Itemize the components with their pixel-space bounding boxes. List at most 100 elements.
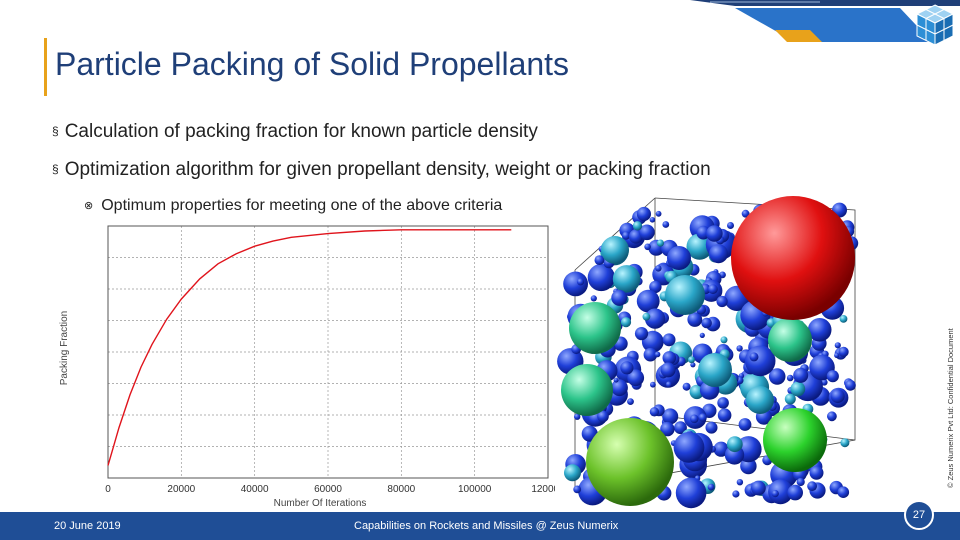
particle-small xyxy=(834,342,841,349)
x-tick-label: 80000 xyxy=(387,484,415,495)
footer-title: Capabilities on Rockets and Missiles @ Z… xyxy=(354,520,619,532)
particle-small xyxy=(720,336,728,344)
x-tick-labels: 0 20000 40000 60000 80000 100000 120000 xyxy=(105,484,555,495)
particle-small xyxy=(675,477,707,509)
sub-bullet: ⊗ Optimum properties for meeting one of t… xyxy=(84,197,502,215)
particle-small xyxy=(826,370,839,383)
particle-small xyxy=(644,243,651,251)
particle-small xyxy=(611,289,628,306)
particle-mint xyxy=(569,302,621,354)
particle-small xyxy=(717,408,732,422)
bullet-2: § Optimization algorithm for given propel… xyxy=(52,159,711,181)
particle-small xyxy=(706,225,723,242)
particle-small xyxy=(736,479,744,486)
particle-small xyxy=(662,333,676,347)
particle-mint xyxy=(768,318,812,362)
confidential-notice: © Zeus Numerix Pvt Ltd: Confidential Doc… xyxy=(946,328,955,488)
particle-small xyxy=(665,381,672,388)
particle-small xyxy=(790,381,806,397)
particle-small xyxy=(632,221,643,231)
particle-small xyxy=(660,362,676,378)
x-tick-label: 120000 xyxy=(531,484,555,495)
particle-small xyxy=(612,265,641,293)
particle-small xyxy=(673,432,705,463)
particle-small xyxy=(738,418,752,431)
particle-small xyxy=(741,209,750,218)
particle-small xyxy=(716,295,728,308)
x-tick-label: 40000 xyxy=(241,484,269,495)
plot-frame xyxy=(107,225,549,479)
header-stripe-blue xyxy=(735,8,932,42)
particle-small xyxy=(627,369,645,387)
particle-small xyxy=(793,367,809,383)
particle-small xyxy=(660,421,675,437)
particle-small xyxy=(699,332,705,338)
particle-small xyxy=(707,483,715,491)
x-tick-label: 60000 xyxy=(314,484,342,495)
bullet-1-text: Calculation of packing fraction for know… xyxy=(64,121,538,142)
particle-small xyxy=(726,436,743,453)
particle-small xyxy=(563,271,588,297)
particle-small xyxy=(839,315,848,323)
particle-small xyxy=(674,421,687,435)
particle-small xyxy=(705,421,718,434)
particle-small xyxy=(690,362,696,368)
particle-small xyxy=(576,278,585,286)
particle-small xyxy=(727,222,734,229)
header-stripe-orange xyxy=(775,30,822,42)
particle-small xyxy=(649,217,656,223)
particle-small xyxy=(732,490,740,498)
particle-small xyxy=(796,477,805,487)
particle-small xyxy=(845,379,856,391)
particle-small xyxy=(622,231,631,240)
x-tick-label: 100000 xyxy=(458,484,492,495)
particle-small xyxy=(590,295,597,302)
particle-small xyxy=(690,414,699,424)
particle-small xyxy=(574,413,581,420)
particle-small xyxy=(662,408,679,425)
particle-small xyxy=(838,346,849,357)
particle-small xyxy=(749,352,759,362)
particle-small xyxy=(771,490,779,498)
particle-small xyxy=(656,239,664,247)
particle-small xyxy=(594,255,605,265)
title-accent-bar xyxy=(44,38,47,96)
particle-small xyxy=(827,411,837,422)
particle-small xyxy=(736,345,743,352)
particle-small xyxy=(698,413,707,422)
particle-teal xyxy=(601,236,629,264)
particle-small xyxy=(636,206,651,222)
particle-small xyxy=(573,485,582,494)
particle-small xyxy=(655,210,662,217)
particle-small xyxy=(807,481,817,492)
particle-small xyxy=(644,308,666,329)
particle-small xyxy=(639,224,655,241)
x-tick-label: 20000 xyxy=(167,484,195,495)
particle-small xyxy=(650,381,656,388)
particle-mint xyxy=(561,364,613,416)
large-particles xyxy=(561,196,855,506)
particle-small xyxy=(837,486,850,499)
particle-small xyxy=(830,389,845,404)
sub-bullet-marker: ⊗ xyxy=(84,200,94,212)
particle-small xyxy=(740,457,757,475)
packing-fraction-curve xyxy=(107,229,512,466)
particle-small xyxy=(662,351,677,365)
particle-red xyxy=(731,196,855,320)
particle-small xyxy=(687,312,703,327)
particle-small xyxy=(642,312,651,321)
particle-small xyxy=(667,246,691,270)
particle-small xyxy=(840,438,850,448)
particle-small xyxy=(768,368,786,385)
y-axis-label: Packing Fraction xyxy=(59,311,70,385)
particle-small xyxy=(654,351,661,358)
footer-bar xyxy=(0,512,960,540)
particle-small xyxy=(620,317,632,328)
bullet-1: § Calculation of packing fraction for kno… xyxy=(52,121,538,143)
particle-small xyxy=(611,379,628,397)
particle-teal xyxy=(698,353,732,387)
x-tick-label: 0 xyxy=(105,484,111,495)
bullet-marker: § xyxy=(52,162,59,176)
particle-small xyxy=(662,221,670,228)
particle-packing-render xyxy=(557,196,859,509)
